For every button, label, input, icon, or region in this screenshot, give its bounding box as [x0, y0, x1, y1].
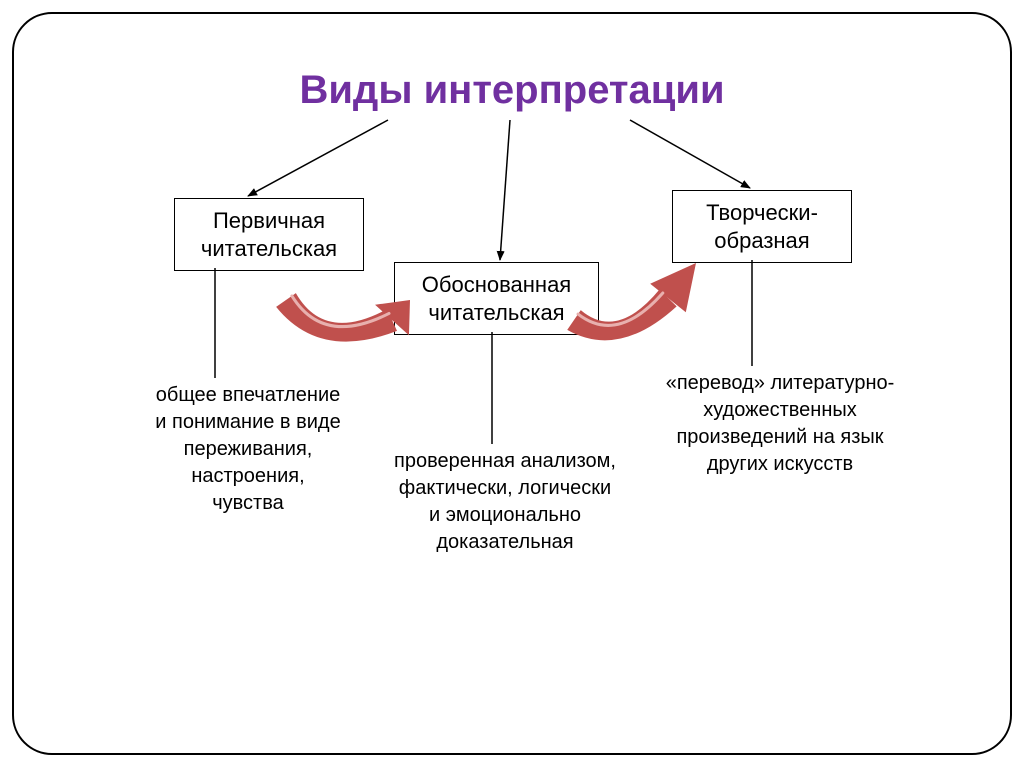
diagram-title: Виды интерпретации: [0, 68, 1024, 113]
desc-justified-reader: проверенная анализом,фактически, логичес…: [370, 448, 640, 556]
slide: Виды интерпретации Первичнаячитательская…: [0, 0, 1024, 767]
box-creative-figurative: Творчески-образная: [672, 190, 852, 263]
box-primary-reader: Первичнаячитательская: [174, 198, 364, 271]
desc-primary-reader: общее впечатлениеи понимание в видепереж…: [128, 382, 368, 517]
desc-creative-figurative: «перевод» литературно-художественныхпрои…: [645, 370, 915, 478]
box-justified-reader: Обоснованнаячитательская: [394, 262, 599, 335]
